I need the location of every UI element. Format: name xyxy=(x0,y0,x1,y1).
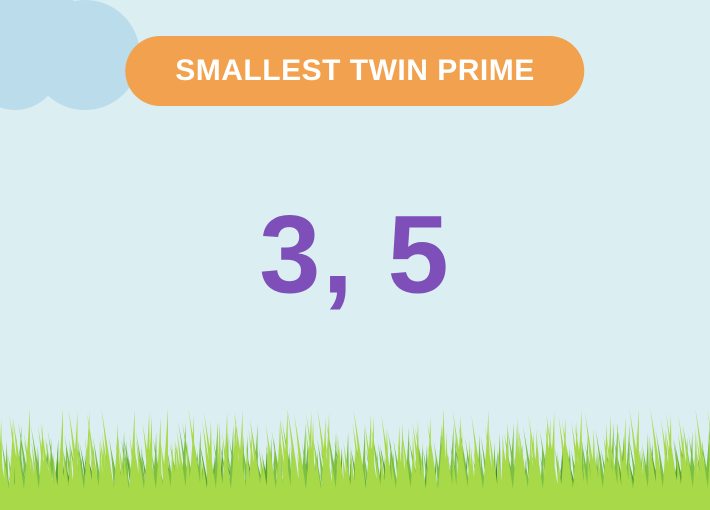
grass-svg xyxy=(0,410,710,510)
title-pill: SMALLEST TWIN PRIME xyxy=(125,36,584,106)
title-text: SMALLEST TWIN PRIME xyxy=(175,54,534,87)
main-value-text: 3, 5 xyxy=(259,194,450,317)
main-value: 3, 5 xyxy=(259,192,450,319)
grass-decoration xyxy=(0,410,710,510)
